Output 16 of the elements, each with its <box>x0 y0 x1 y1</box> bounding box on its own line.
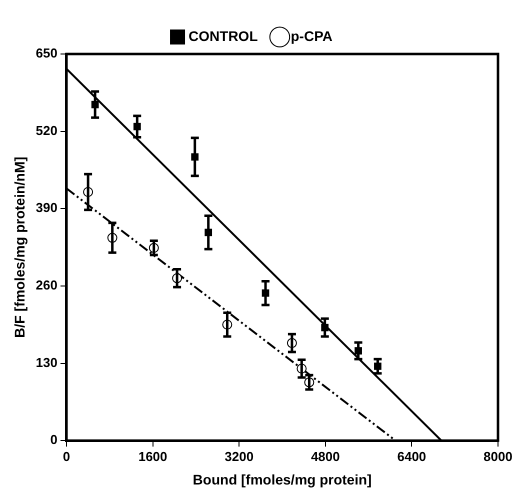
y-tick-label: 520 <box>36 122 58 138</box>
y-tick-label: 390 <box>36 200 58 216</box>
y-tick-label: 130 <box>36 354 58 370</box>
x-tick-label: 6400 <box>397 448 426 464</box>
y-axis-title: B/F [fmoles/mg protein/nM] <box>11 156 28 338</box>
legend-label: p-CPA <box>290 28 332 44</box>
y-tick-label: 650 <box>36 46 58 61</box>
y-tick-label: 260 <box>36 278 58 293</box>
y-tick-label: 0 <box>50 432 58 448</box>
x-tick-label: 8000 <box>484 448 512 464</box>
x-tick-label: 0 <box>62 448 70 464</box>
x-axis-title: Bound [fmoles/mg protein] <box>192 471 372 488</box>
x-tick-label: 4800 <box>310 448 340 464</box>
x-tick-label: 1600 <box>138 448 168 464</box>
x-tick-label: 3200 <box>224 448 254 464</box>
legend-label: CONTROL <box>188 28 258 44</box>
